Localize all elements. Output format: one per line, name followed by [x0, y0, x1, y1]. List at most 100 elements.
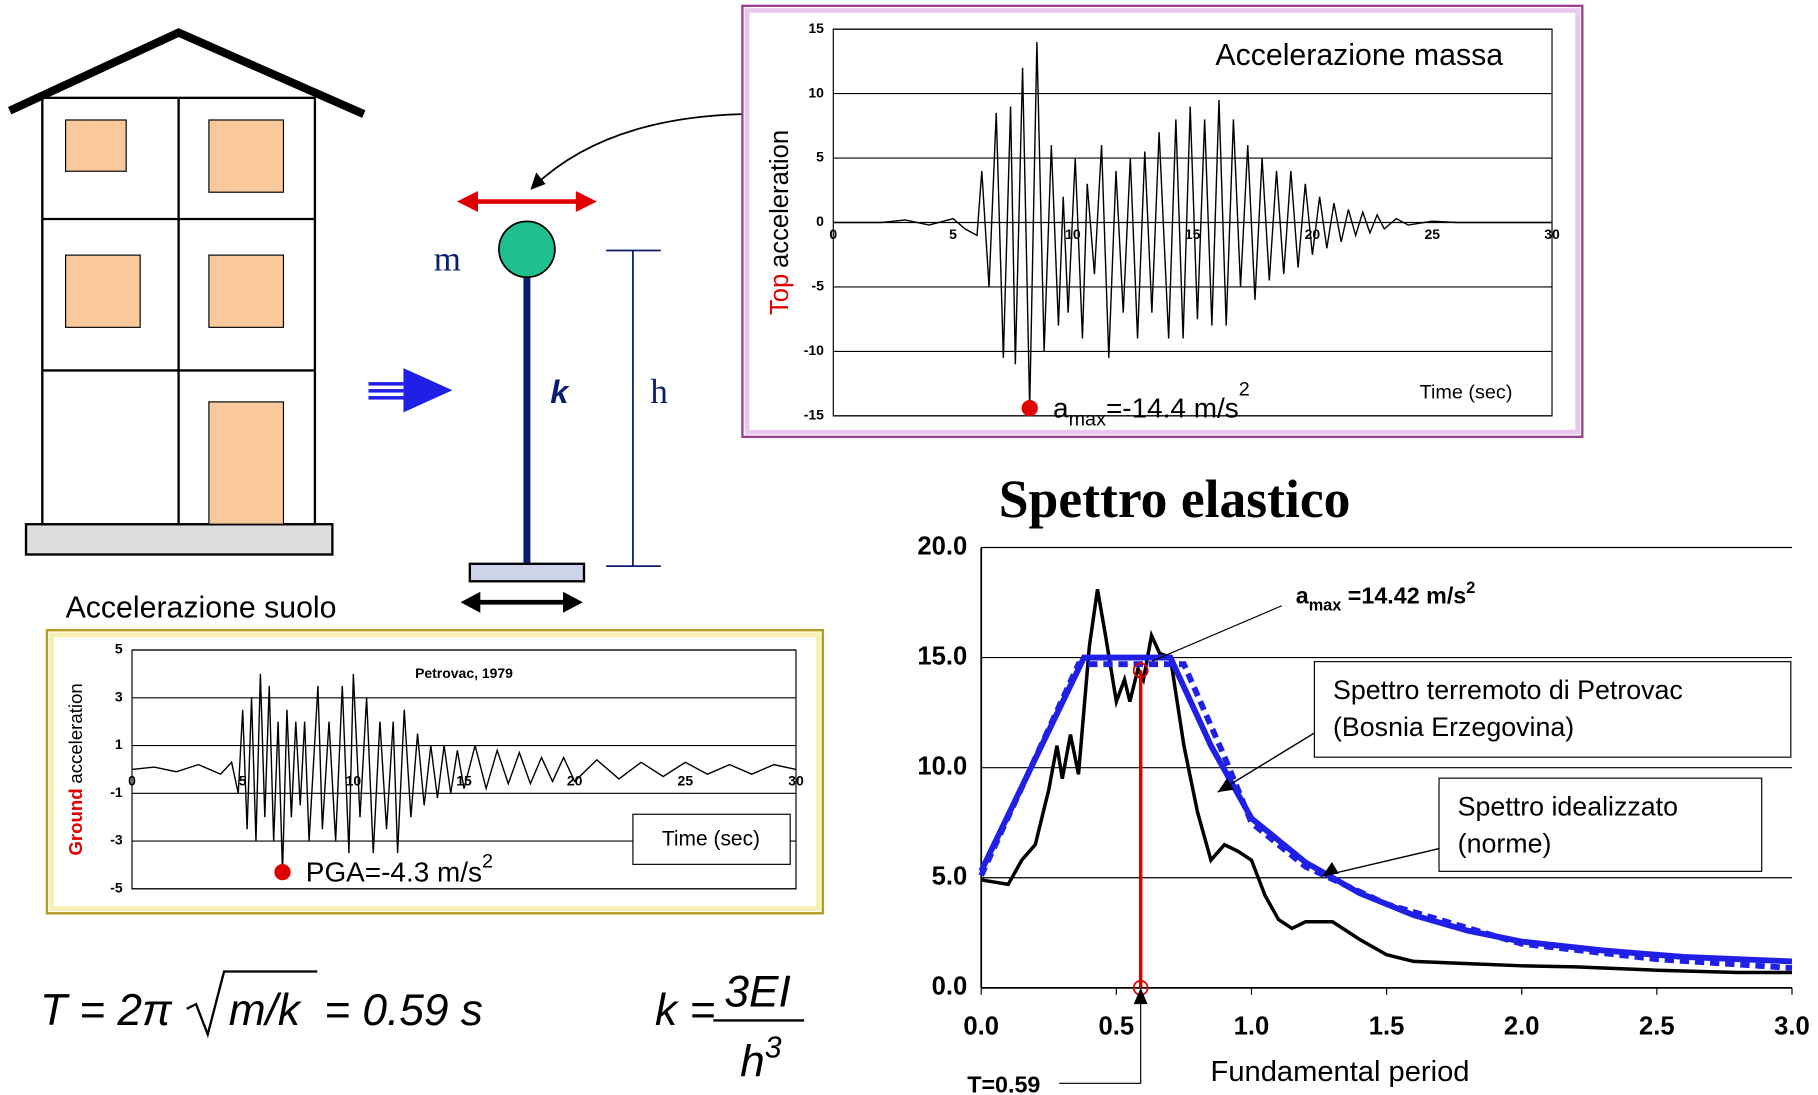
- data-line: [978, 661, 1793, 971]
- x-axis-label: Fundamental period: [1211, 1056, 1470, 1088]
- y-tick-label: 5: [115, 641, 123, 657]
- y-axis-label: Ground acceleration: [65, 683, 86, 855]
- load-arrow: [368, 368, 453, 413]
- data-line: [833, 42, 1553, 409]
- x-tick-label: 3.0: [1774, 1012, 1810, 1040]
- legend-label: (Bosnia Erzegovina): [1333, 712, 1574, 742]
- x-tick-label: 15: [456, 773, 472, 789]
- y-tick-label: 15: [808, 20, 824, 36]
- amax-label-part: =14.42 m/s: [1341, 582, 1466, 608]
- x-tick-label: 10: [1065, 226, 1081, 242]
- y-tick-label: -3: [110, 832, 123, 848]
- mass: [498, 220, 556, 279]
- chart-title: Accelerazione massa: [1215, 39, 1503, 72]
- formula-text: m/k: [229, 986, 302, 1035]
- arrow-line: [368, 382, 404, 386]
- formula-text: k =: [655, 986, 715, 1035]
- period-label: T=0.59: [967, 1072, 1040, 1095]
- peak-label-part: =-14.4 m/s: [1106, 392, 1239, 423]
- data-line: [980, 589, 1792, 975]
- amax-label-part: 2: [1466, 579, 1475, 597]
- arrow-line: [368, 389, 404, 393]
- arrow-head: [1133, 987, 1148, 1005]
- peak-label-part: a: [1053, 392, 1069, 423]
- height-dimension: [606, 249, 661, 568]
- y-tick-label: 1: [115, 736, 123, 752]
- x-tick-label: 15: [1185, 226, 1201, 242]
- window: [65, 254, 141, 328]
- x-tick-label: 5: [949, 226, 957, 242]
- y-axis-label: Top acceleration: [766, 130, 794, 315]
- y-tick-label: 20.0: [917, 532, 967, 560]
- peak-label-part: PGA=-4.3 m/s: [306, 856, 482, 887]
- foundation: [24, 523, 334, 556]
- link-arrow: [533, 113, 743, 188]
- y-tick-label: 0.0: [932, 973, 968, 1001]
- x-axis-label-box: [632, 813, 791, 865]
- peak-label-part: max: [1069, 409, 1107, 431]
- x-tick-label: 20: [1305, 226, 1321, 242]
- y-tick-label: -1: [110, 784, 123, 800]
- door: [208, 401, 285, 525]
- y-axis-label-part: acceleration: [65, 683, 86, 783]
- legend-label: Spettro terremoto di Petrovac: [1333, 675, 1683, 705]
- y-axis-label-part: Top: [766, 274, 794, 315]
- y-tick-label: -5: [812, 278, 825, 294]
- window: [208, 254, 285, 328]
- leader-line: [1152, 605, 1282, 662]
- x-tick-label: 2.0: [1504, 1012, 1540, 1040]
- window: [208, 119, 285, 193]
- formula-text: 3EI: [724, 967, 790, 1016]
- window: [65, 119, 127, 172]
- callout-arrow: [1217, 730, 1318, 793]
- peak-label-part: 2: [1239, 378, 1250, 400]
- arrow-head: [403, 368, 453, 413]
- x-tick-label: 1.5: [1369, 1012, 1405, 1040]
- period-point: [1132, 662, 1149, 679]
- chart-heading: Accelerazione suolo: [66, 591, 337, 624]
- x-tick-label: 25: [678, 773, 694, 789]
- y-axis-label-part: acceleration: [766, 130, 794, 268]
- peak-dot: [1021, 399, 1038, 417]
- arrow-head: [575, 191, 597, 213]
- data-line: [131, 673, 797, 873]
- y-tick-label: 3: [115, 688, 123, 704]
- chart-frame: [49, 632, 821, 911]
- period-arrow: [1059, 999, 1142, 1084]
- formula-text: 3: [765, 1032, 782, 1065]
- arrow-line: [368, 396, 404, 400]
- y-tick-label: -15: [804, 407, 824, 423]
- x-tick-label: 5: [239, 773, 247, 789]
- legend-box: [1438, 777, 1763, 872]
- y-tick-label: 10.0: [917, 752, 967, 780]
- y-axis-label-part: Ground: [65, 788, 86, 855]
- y-tick-label: -10: [804, 342, 824, 358]
- x-tick-label: 1.0: [1234, 1012, 1270, 1040]
- y-tick-label: 10: [808, 84, 824, 100]
- stiffness-label: k: [550, 373, 570, 410]
- formula-text: h: [740, 1037, 765, 1086]
- arrow-head: [460, 591, 481, 613]
- chart-title: Petrovac, 1979: [415, 665, 513, 681]
- amax-label-part: a: [1296, 582, 1310, 608]
- stiffness-formula: k = 3EI h3: [655, 967, 805, 1087]
- peak-label: PGA=-4.3 m/s2: [306, 850, 493, 887]
- amax-label-part: max: [1309, 596, 1342, 614]
- arrow-head: [530, 172, 546, 190]
- building: [7, 28, 366, 556]
- arrow-head: [563, 591, 583, 613]
- x-tick-label: 10: [346, 773, 362, 789]
- base: [468, 562, 586, 583]
- y-tick-label: -5: [110, 880, 123, 896]
- formula-text: h3: [740, 1032, 782, 1087]
- formula-text: = 0.59 s: [324, 986, 483, 1035]
- mass-label: m: [434, 239, 461, 278]
- y-tick-label: 5.0: [932, 863, 968, 891]
- y-tick-label: 5: [816, 149, 824, 165]
- peak-dot: [274, 863, 291, 881]
- x-axis-label: Time (sec): [1420, 381, 1513, 403]
- formula-text: T = 2π: [40, 986, 173, 1035]
- chart-title: Spettro elastico: [999, 469, 1351, 529]
- x-tick-label: 0.5: [1099, 1012, 1135, 1040]
- x-tick-label: 0.0: [963, 1012, 999, 1040]
